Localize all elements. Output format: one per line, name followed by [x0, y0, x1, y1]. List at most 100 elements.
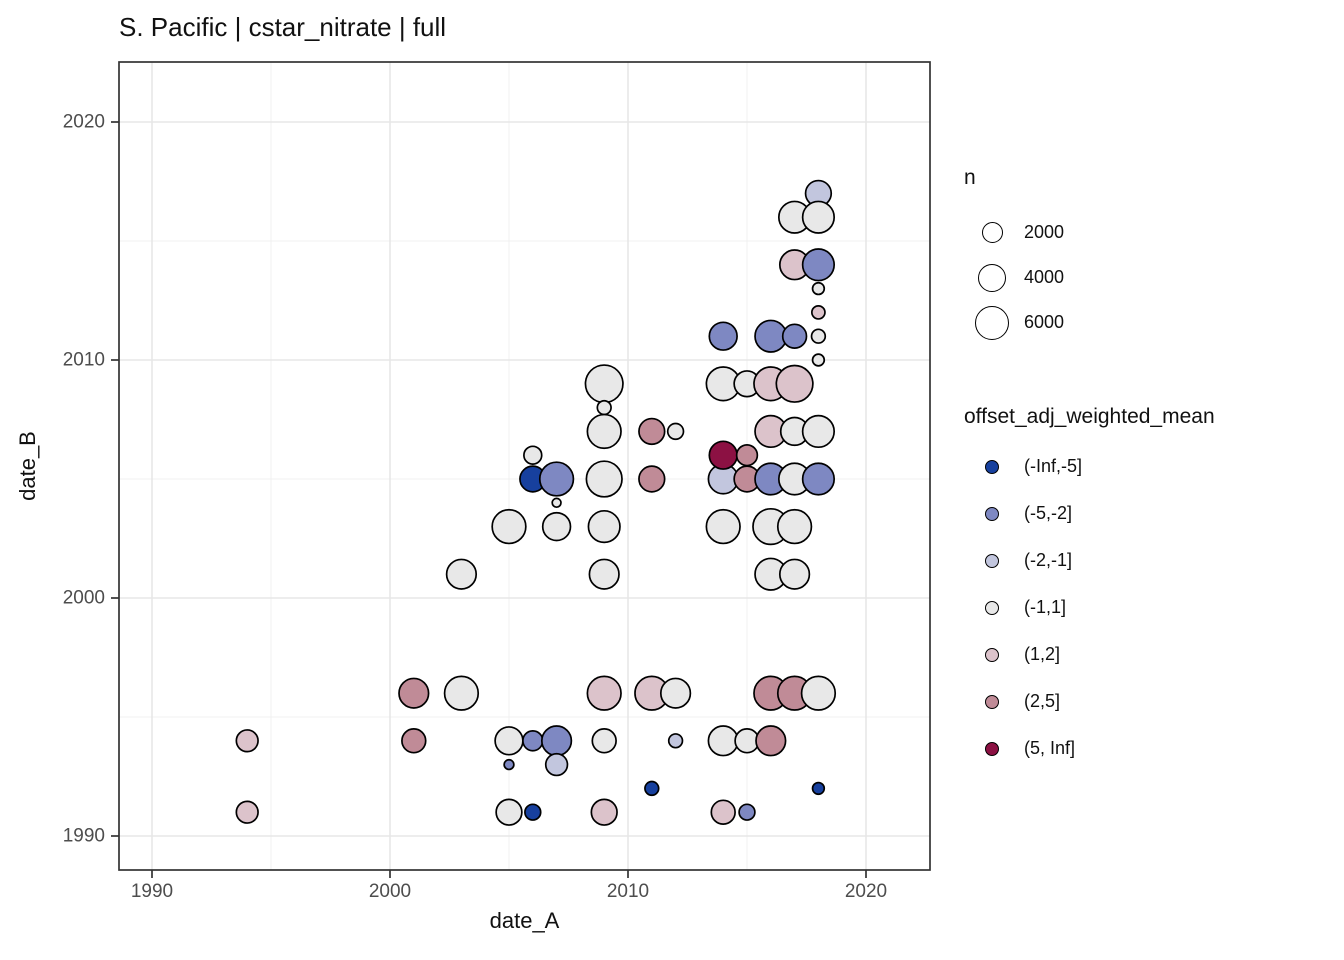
- data-point: [666, 422, 685, 441]
- color-legend-symbol: [970, 553, 1014, 568]
- color-dot-icon: [985, 459, 999, 474]
- size-legend-title: n: [964, 166, 976, 189]
- color-legend-symbol: [970, 459, 1014, 474]
- color-legend-label: (-1,1]: [1024, 597, 1067, 617]
- data-point: [538, 461, 575, 497]
- data-point: [586, 675, 622, 711]
- data-point: [801, 248, 836, 282]
- color-legend-row: (1,2]: [964, 631, 1215, 678]
- color-legend-label: (2,5]: [1024, 691, 1061, 711]
- y-tick-label: 2000: [63, 588, 105, 609]
- data-point: [811, 281, 826, 296]
- color-legend-row: (-1,1]: [964, 584, 1215, 631]
- color-dot-icon: [985, 741, 999, 756]
- size-legend-row: 2000: [964, 210, 1064, 255]
- y-axis-title: date_B: [15, 431, 40, 501]
- data-point: [775, 364, 814, 403]
- data-point: [443, 675, 480, 711]
- data-point: [638, 417, 666, 446]
- data-point: [590, 798, 618, 826]
- data-point: [235, 729, 259, 753]
- chart-title: S. Pacific | cstar_nitrate | full: [119, 12, 447, 42]
- color-legend-symbol: [970, 694, 1014, 709]
- color-legend-row: (-5,-2]: [964, 490, 1215, 537]
- x-tick-label: 2000: [369, 881, 411, 902]
- color-legend-label: (-5,-2]: [1024, 503, 1073, 523]
- color-legend-symbol: [970, 741, 1014, 756]
- data-point: [710, 799, 736, 825]
- y-tick-label: 2010: [63, 350, 105, 371]
- data-point: [638, 465, 666, 493]
- data-point: [491, 508, 527, 545]
- data-point: [551, 497, 562, 509]
- color-legend-label: (1,2]: [1024, 644, 1061, 664]
- color-dot-icon: [985, 600, 999, 615]
- data-point: [503, 758, 515, 771]
- color-legend-label: (5, Inf]: [1024, 738, 1076, 758]
- data-point: [738, 803, 756, 821]
- color-legend-symbol: [970, 600, 1014, 615]
- size-circle-icon: [978, 263, 1006, 292]
- data-point: [778, 558, 811, 590]
- data-point: [524, 803, 542, 821]
- color-legend-row: (5, Inf]: [964, 725, 1215, 772]
- x-axis-title: date_A: [489, 908, 560, 933]
- size-legend-label: 4000: [1024, 267, 1065, 287]
- panel-border: [118, 61, 931, 871]
- data-point: [776, 508, 813, 545]
- data-point: [754, 319, 788, 353]
- data-point: [811, 353, 826, 367]
- data-point: [401, 728, 427, 754]
- data-point: [755, 725, 787, 757]
- data-point: [735, 444, 759, 467]
- y-tick-label: 2020: [63, 112, 105, 133]
- data-point: [659, 677, 692, 709]
- color-legend-title: offset_adj_weighted_mean: [964, 405, 1215, 428]
- data-point: [707, 725, 739, 757]
- data-point: [445, 558, 478, 590]
- size-legend-label: 6000: [1024, 312, 1065, 332]
- data-point: [398, 677, 430, 709]
- size-legend-row: 6000: [964, 300, 1064, 345]
- size-legend-symbol: [970, 305, 1014, 340]
- data-point: [587, 509, 621, 544]
- color-dot-icon: [985, 694, 999, 709]
- size-legend-symbol: [970, 222, 1014, 243]
- color-legend: offset_adj_weighted_mean (-Inf,-5] (-5,-2…: [964, 405, 1215, 772]
- data-point: [811, 781, 826, 796]
- data-point: [811, 305, 826, 320]
- color-legend-symbol: [970, 647, 1014, 662]
- data-point: [544, 752, 569, 777]
- size-legend-symbol: [970, 263, 1014, 292]
- size-legend: n 2000 4000 6000: [964, 166, 1064, 345]
- data-point: [644, 780, 660, 797]
- data-point: [667, 733, 684, 749]
- data-point: [801, 414, 836, 449]
- data-point: [494, 726, 524, 756]
- size-circle-icon: [981, 222, 1003, 243]
- data-point: [596, 399, 612, 416]
- data-point: [585, 460, 623, 498]
- size-circle-icon: [975, 305, 1009, 340]
- data-point: [588, 558, 620, 590]
- x-tick-label: 2020: [845, 881, 887, 902]
- data-point: [708, 321, 738, 351]
- color-legend-label: (-2,-1]: [1024, 550, 1073, 570]
- data-point: [235, 800, 259, 824]
- size-legend-rows: 2000 4000 6000: [964, 210, 1064, 345]
- data-point: [591, 728, 617, 754]
- data-point: [541, 511, 572, 542]
- data-point: [800, 675, 837, 711]
- data-point: [540, 725, 573, 757]
- color-legend-symbol: [970, 506, 1014, 521]
- data-point: [523, 445, 543, 465]
- data-point: [586, 413, 622, 450]
- data-point: [801, 462, 836, 496]
- color-dot-icon: [985, 506, 999, 521]
- data-point: [801, 200, 836, 234]
- x-tick-label: 2010: [607, 881, 649, 902]
- color-legend-row: (2,5]: [964, 678, 1215, 725]
- color-dot-icon: [985, 553, 999, 568]
- color-legend-row: (-2,-1]: [964, 537, 1215, 584]
